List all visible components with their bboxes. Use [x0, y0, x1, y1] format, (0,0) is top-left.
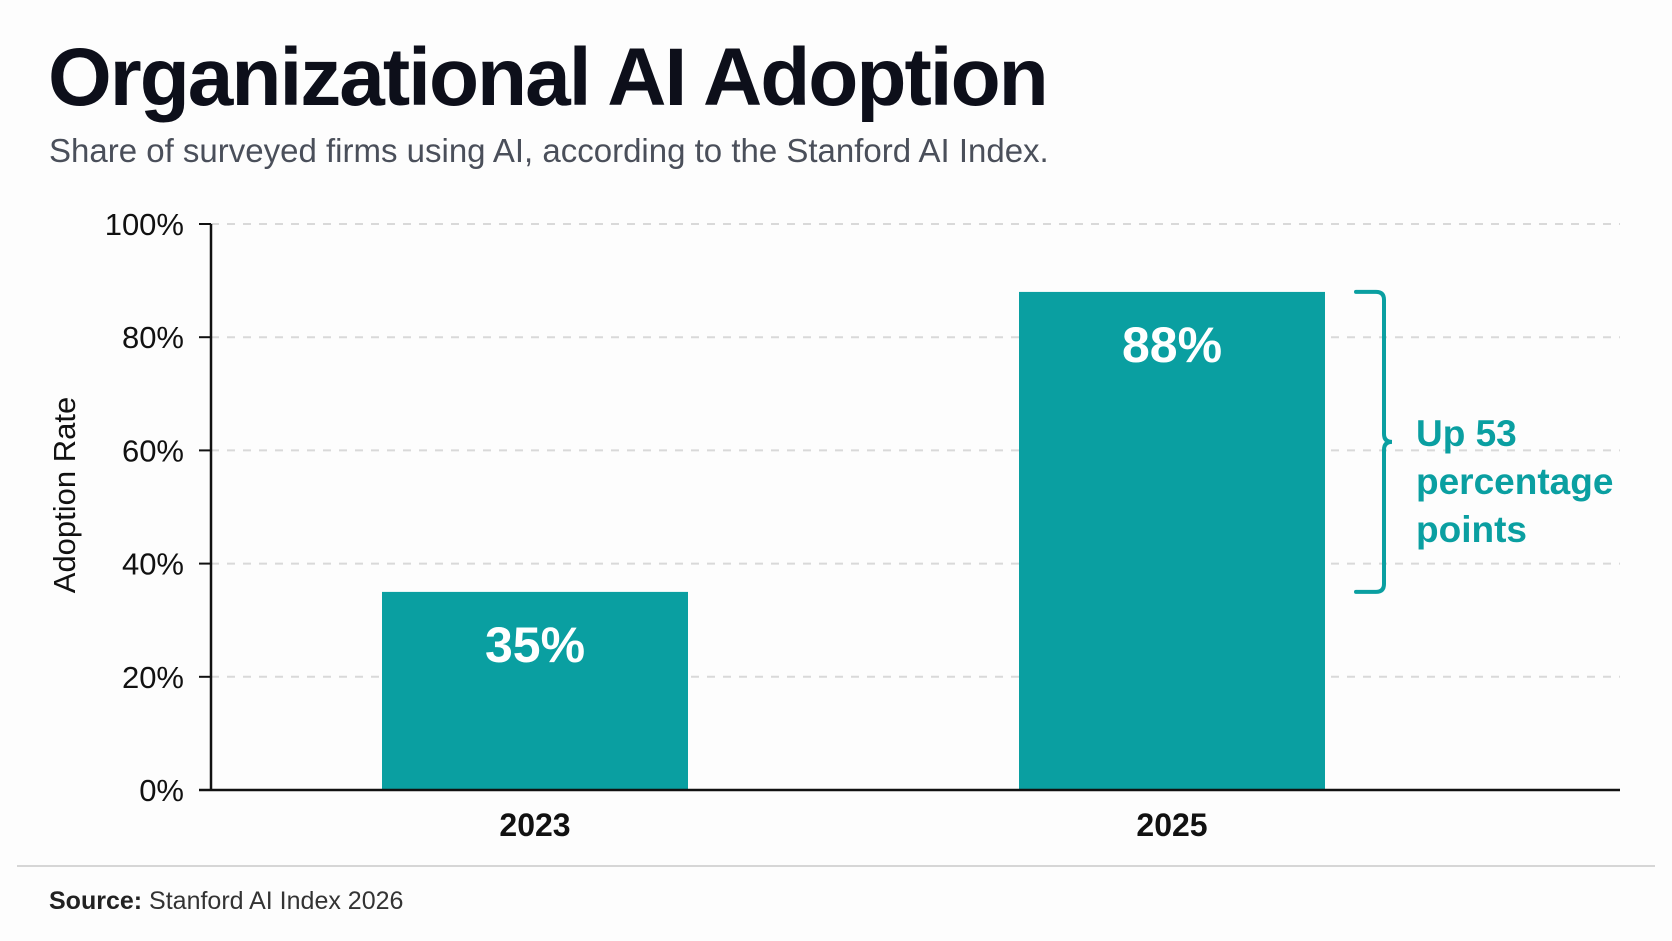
annotation-text: points [1416, 509, 1527, 550]
axes: 0% 20% 40% 60% 80% 100% 2023 2025 [105, 207, 1620, 843]
annotation: Up 53 percentage points [1354, 289, 1613, 594]
y-tick-label: 80% [122, 320, 184, 355]
source-label: Source: [49, 887, 142, 915]
data-label: 88% [1122, 317, 1222, 373]
x-tick-label: 2025 [1136, 807, 1207, 843]
y-tick-label: 100% [105, 207, 184, 242]
source-text: Stanford AI Index 2026 [149, 887, 403, 915]
bracket [1354, 289, 1393, 594]
x-tick-label: 2023 [499, 807, 570, 843]
annotation-text: Up 53 [1416, 413, 1517, 454]
y-tick-label: 60% [122, 433, 184, 468]
y-tick-label: 0% [139, 773, 184, 808]
chart-subtitle: Share of surveyed firms using AI, accord… [49, 132, 1049, 169]
chart-title: Organizational AI Adoption [48, 32, 1047, 123]
bar-2025 [1019, 291, 1325, 790]
source-note: Source: Stanford AI Index 2026 [49, 887, 403, 915]
y-tick-label: 20% [122, 660, 184, 695]
y-tick-label: 40% [122, 547, 184, 582]
bar-2023 [382, 591, 688, 790]
annotation-text: percentage [1416, 461, 1613, 502]
y-axis-label: Adoption Rate [47, 397, 82, 593]
bars: 35% 88% [382, 291, 1325, 790]
data-label: 35% [485, 617, 585, 673]
